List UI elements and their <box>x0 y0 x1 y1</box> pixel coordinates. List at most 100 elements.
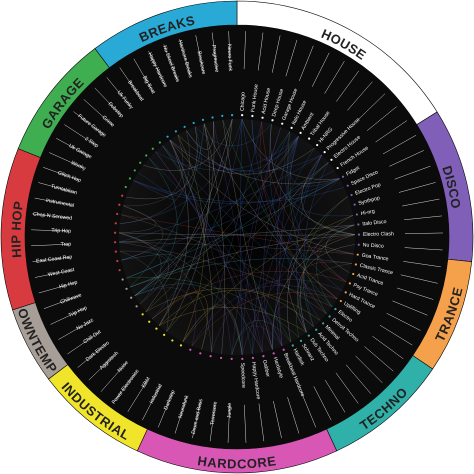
genre-node <box>113 231 117 234</box>
genre-node <box>241 114 244 117</box>
genre-label: Funk House <box>250 84 259 113</box>
genre-tick <box>324 61 345 94</box>
genre-tick <box>299 45 314 82</box>
genre-node <box>357 243 360 246</box>
genre-tick <box>179 39 191 76</box>
chord-link <box>133 180 345 203</box>
genre-node <box>199 352 202 355</box>
chord-link <box>119 241 333 307</box>
chord-link <box>213 121 263 353</box>
genre-tick <box>404 232 443 234</box>
genre-tick <box>285 39 298 77</box>
genre-node <box>155 327 158 330</box>
genre-ticks <box>31 31 443 443</box>
genre-tick <box>34 269 73 278</box>
genre-tick <box>258 403 265 442</box>
genre-tick <box>372 336 404 359</box>
genre-node <box>352 272 355 276</box>
chord-link <box>119 250 170 305</box>
chord-link <box>203 123 225 355</box>
genre-node <box>316 143 319 147</box>
chord-link <box>263 136 299 350</box>
sector-label-hardcore: HARDCORE <box>197 453 278 471</box>
chord-link <box>272 131 299 174</box>
chord-link <box>278 136 299 347</box>
genre-label: Progressive <box>210 45 219 73</box>
chord-link <box>241 127 281 355</box>
genre-node <box>322 322 325 325</box>
chord-link <box>133 172 176 201</box>
genre-node <box>151 147 154 150</box>
genre-label: Instrumental <box>45 198 74 209</box>
genre-label: EBM <box>141 376 152 389</box>
genre-node <box>230 113 234 117</box>
genre-node <box>262 355 265 358</box>
genre-tick <box>142 386 161 421</box>
chord-link <box>240 119 243 355</box>
chord-link <box>149 158 283 347</box>
genre-tick <box>394 165 431 180</box>
genre-node <box>183 125 186 128</box>
chord-link <box>166 123 210 332</box>
genre-label: Neuro Funk <box>226 44 233 72</box>
chord-link <box>145 136 299 312</box>
genre-label: Trap <box>61 241 72 247</box>
chord-link <box>162 145 333 307</box>
genre-label: West Coast <box>48 267 76 278</box>
genre-node <box>116 259 119 263</box>
genre-tick <box>113 371 137 403</box>
genre-node <box>261 116 264 119</box>
genre-node <box>272 352 275 355</box>
chord-link <box>158 139 189 326</box>
genre-tick <box>345 364 371 394</box>
genre-node <box>221 114 224 117</box>
genre-tick <box>313 386 332 421</box>
chord-link <box>133 178 340 204</box>
genre-node <box>125 287 128 290</box>
genre-tick <box>402 198 440 207</box>
chord-link <box>303 162 329 327</box>
genre-tick <box>58 320 92 340</box>
genre-tick <box>392 300 428 316</box>
genre-tick <box>174 397 187 434</box>
chord-link <box>169 139 315 175</box>
genre-label: Terrorcore <box>210 401 219 425</box>
genre-tick <box>397 287 434 300</box>
genre-node <box>353 203 356 206</box>
genre-tick <box>56 138 90 157</box>
chord-link <box>241 224 355 355</box>
chord-link <box>201 121 262 350</box>
chord-link <box>166 162 329 332</box>
chord-link <box>325 224 355 273</box>
genre-label: Speedcore <box>239 363 246 388</box>
genre-tick <box>43 167 79 181</box>
genre-tick <box>73 111 104 135</box>
genre-label: Synthpop <box>358 195 381 207</box>
chord-link <box>121 170 335 261</box>
chord-link <box>297 244 355 333</box>
genre-tick <box>211 32 217 71</box>
genre-label: Breakcore <box>196 51 207 75</box>
genre-node <box>336 166 339 170</box>
sector-label-hiphop: HIP HOP <box>8 200 26 258</box>
genre-tick <box>404 215 442 221</box>
genre-tick <box>32 256 71 262</box>
genre-tick <box>271 35 281 73</box>
genre-tick <box>31 229 70 232</box>
genre-tick <box>157 392 173 428</box>
chord-link <box>134 283 243 355</box>
chord-link <box>158 290 314 327</box>
genre-node <box>350 193 353 197</box>
genre-tick <box>34 197 73 206</box>
genre-node <box>163 333 166 336</box>
genre-node <box>209 355 212 358</box>
chord-link <box>300 215 354 333</box>
genre-label: Happy Hardcore <box>250 362 261 400</box>
genre-node <box>189 348 192 351</box>
genre-label: East Coast Rap <box>36 254 73 264</box>
genre-node <box>271 119 274 122</box>
chord-link <box>162 145 292 343</box>
chord-link <box>152 270 347 320</box>
